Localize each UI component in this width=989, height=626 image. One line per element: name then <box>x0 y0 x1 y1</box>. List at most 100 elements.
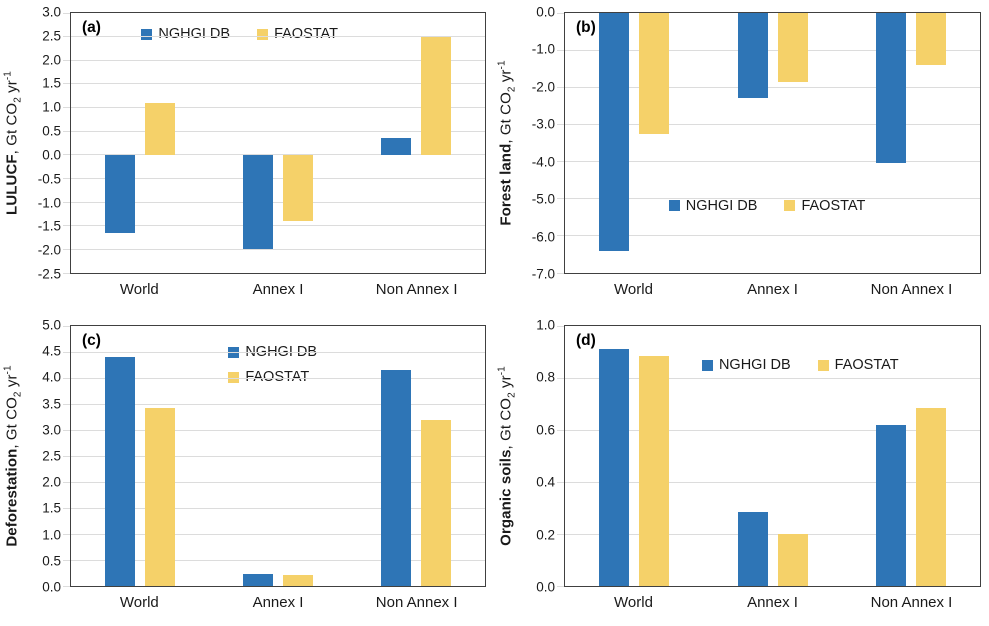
gridline <box>565 86 980 88</box>
legend-label-faostat: FAOSTAT <box>245 369 310 386</box>
y-axis-unit-mid: yr <box>497 69 515 87</box>
legend: NGHGI DB FAOSTAT <box>228 344 317 385</box>
x-category-world: World <box>119 594 159 611</box>
y-axis-unit-sup: -1 <box>2 365 14 375</box>
legend-swatch-faostat <box>784 200 796 212</box>
y-tick-label: 2.0 <box>42 474 61 490</box>
x-category-annex-i: Annex I <box>252 281 304 298</box>
bar-nghgi-db <box>599 349 630 586</box>
x-category-world: World <box>119 281 159 298</box>
x-category-world: World <box>614 281 653 298</box>
y-tick-mark <box>63 403 70 405</box>
gridline <box>565 481 980 483</box>
gridline <box>71 533 485 535</box>
bar-nghgi-db <box>381 138 411 155</box>
y-axis-ticks: 3.0 2.5 2.0 1.5 1.0 0.5 0.0 -0.5 -1.0 -1.5 -2.0 -2.… <box>20 5 64 282</box>
y-tick-mark <box>557 161 564 163</box>
bar-faostat <box>283 154 313 221</box>
y-tick-mark <box>557 377 564 379</box>
x-category-world: World <box>614 594 653 611</box>
bar-nghgi-db <box>599 13 630 251</box>
y-tick-label: 2.5 <box>42 448 61 464</box>
y-axis-ticks: 5.0 4.5 4.0 3.5 3.0 2.5 2.0 1.5 1.0 0.5 0.0 <box>20 318 64 595</box>
x-category-non-annex-i: Non Annex I <box>870 594 953 611</box>
y-tick-mark <box>63 83 70 85</box>
bar-nghgi-db <box>737 13 768 99</box>
y-tick-mark <box>557 49 564 51</box>
y-tick-label: 0.0 <box>536 4 555 20</box>
y-axis-title-text: Deforestation, Gt CO2 yr-1 <box>2 365 24 546</box>
gridline <box>565 429 980 431</box>
x-category-non-annex-i: Non Annex I <box>375 281 458 298</box>
y-tick-label: 2.0 <box>42 52 61 68</box>
legend-swatch-nghgi <box>701 359 713 371</box>
legend-swatch-nghgi <box>141 28 153 40</box>
y-tick-mark <box>557 325 564 327</box>
y-tick-label: -2.0 <box>37 242 61 258</box>
legend-swatch-faostat <box>228 371 240 383</box>
x-axis-labels: World Annex I Non Annex I <box>564 281 981 307</box>
y-tick-label: -1.5 <box>37 218 61 234</box>
legend-label-faostat: FAOSTAT <box>834 357 899 374</box>
y-tick-label: 0.4 <box>536 474 555 490</box>
y-tick-mark <box>63 201 70 203</box>
legend-item-faostat: FAOSTAT <box>228 369 309 385</box>
legend-item-nghgi: NGHGI DB <box>701 357 791 374</box>
y-tick-mark <box>63 507 70 509</box>
y-tick-mark <box>63 36 70 38</box>
y-tick-label: -5.0 <box>531 191 555 207</box>
y-tick-label: 1.5 <box>42 500 61 516</box>
gridline <box>565 161 980 163</box>
gridline <box>565 533 980 535</box>
x-axis-labels: World Annex I Non Annex I <box>564 594 981 620</box>
gridline <box>565 198 980 200</box>
y-axis-title-bold: LULUCF <box>3 154 21 215</box>
y-tick-label: -1.0 <box>37 195 61 211</box>
y-tick-label: 0.0 <box>42 147 61 163</box>
bar-nghgi-db <box>243 154 273 250</box>
y-axis-unit-pre: , Gt CO <box>3 397 21 449</box>
bar-faostat <box>144 102 175 155</box>
x-category-annex-i: Annex I <box>747 281 798 298</box>
bar-nghgi-db <box>381 370 411 586</box>
bar-nghgi-db <box>104 357 135 586</box>
y-tick-label: -2.0 <box>531 79 555 95</box>
gridline <box>71 481 485 483</box>
plot-area: (c) NGHGI DB FAOSTAT <box>63 325 486 587</box>
legend-swatch-faostat <box>817 359 829 371</box>
y-tick-mark <box>63 272 70 274</box>
y-tick-label: -1.0 <box>531 41 555 57</box>
y-tick-mark <box>557 429 564 431</box>
y-axis-title-bold: Forest land <box>497 143 515 226</box>
y-axis-unit-pre: , Gt CO <box>3 102 21 155</box>
legend-swatch-faostat <box>257 28 269 40</box>
legend-swatch-nghgi <box>668 200 680 212</box>
plot-area: (b) NGHGI DB FAOSTAT <box>557 12 981 274</box>
y-tick-label: 1.5 <box>42 75 61 91</box>
y-axis-unit-sup: -1 <box>2 71 14 81</box>
legend-item-nghgi: NGHGI DB <box>668 198 757 214</box>
gridline <box>71 377 485 379</box>
y-axis-unit-mid: yr <box>497 375 515 393</box>
legend-label-nghgi: NGHGI DB <box>718 357 791 374</box>
y-axis-title-text: LULUCF, Gt CO2 yr-1 <box>2 71 24 215</box>
legend: NGHGI DB FAOSTAT <box>701 357 899 374</box>
bar-faostat <box>639 355 670 586</box>
y-axis-unit-pre: , Gt CO <box>497 92 515 144</box>
bar-faostat <box>283 574 313 586</box>
y-tick-mark <box>63 533 70 535</box>
legend-item-nghgi: NGHGI DB <box>141 26 230 42</box>
y-tick-label: -4.0 <box>531 154 555 170</box>
panel-letter: (a) <box>82 19 101 36</box>
y-tick-mark <box>63 130 70 132</box>
y-axis-title-text: Forest land, Gt CO2 yr-1 <box>497 60 518 226</box>
y-tick-mark <box>557 123 564 125</box>
y-tick-mark <box>63 59 70 61</box>
panel-b-forest-land: Forest land, Gt CO2 yr-1 0.0 -1.0 -2.0 -3.0… <box>494 0 989 313</box>
legend-item-faostat: FAOSTAT <box>257 26 338 42</box>
gridline <box>71 507 485 509</box>
x-category-non-annex-i: Non Annex I <box>870 281 953 298</box>
y-tick-mark <box>63 107 70 109</box>
y-tick-mark <box>63 154 70 156</box>
y-tick-mark <box>63 585 70 587</box>
